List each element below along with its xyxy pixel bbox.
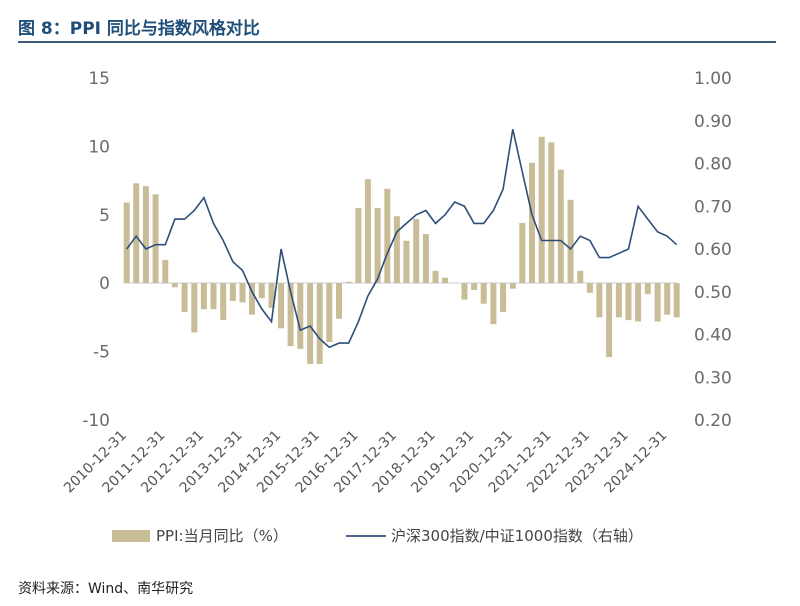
ppi-bar <box>355 208 362 284</box>
ppi-bar <box>384 188 391 284</box>
ppi-bar <box>538 136 545 284</box>
ppi-bar <box>529 162 535 284</box>
left-axis-ticks: -10 -5 0 5 10 15 <box>82 69 110 431</box>
title-divider <box>18 41 776 43</box>
right-axis-tick-label: 0.90 <box>694 112 732 132</box>
ppi-bar <box>364 179 371 284</box>
ppi-bar <box>509 283 516 289</box>
ppi-bar <box>374 208 381 284</box>
ppi-bar <box>345 281 352 284</box>
x-axis-ticks: 2010-12-312011-12-312012-12-312013-12-31… <box>61 428 670 497</box>
hs300-csi1000-ratio-line <box>126 129 678 349</box>
ppi-bar <box>152 194 159 284</box>
ppi-bar <box>336 283 342 319</box>
ppi-bar <box>403 240 410 284</box>
ppi-bar <box>490 283 497 325</box>
ppi-bar <box>432 270 439 284</box>
right-axis-tick-label: 0.30 <box>694 368 732 388</box>
ppi-bar <box>586 283 593 293</box>
left-axis-tick-label: 15 <box>88 69 110 89</box>
right-axis-tick-label: 0.40 <box>694 326 732 346</box>
right-axis-tick-label: 0.60 <box>694 240 732 260</box>
ppi-bar <box>181 283 188 312</box>
ppi-bar <box>422 234 429 284</box>
ppi-bar <box>258 283 265 299</box>
ppi-bar <box>142 186 149 284</box>
right-axis-tick-label: 0.50 <box>694 283 732 303</box>
ppi-bar <box>664 283 671 315</box>
chart-legend: PPI:当月同比（%） 沪深300指数/中证1000指数（右轴） <box>112 527 643 545</box>
right-axis-ticks: 0.20 0.30 0.40 0.50 0.60 0.70 0.80 0.90 1.00 <box>694 69 732 431</box>
ppi-bar <box>210 283 217 310</box>
left-axis-tick-label: 10 <box>88 137 110 157</box>
ppi-bar <box>200 283 207 310</box>
ppi-bar <box>577 270 584 284</box>
left-axis-tick-label: 5 <box>99 206 110 226</box>
legend-bar-swatch <box>112 530 150 542</box>
ppi-bar <box>654 283 661 322</box>
ppi-bar <box>480 283 487 304</box>
ppi-bar-series <box>123 136 680 364</box>
ppi-bar <box>171 283 178 288</box>
ppi-bar <box>162 259 169 284</box>
ppi-bar <box>229 283 236 301</box>
ppi-bar <box>393 216 400 284</box>
right-axis-tick-label: 0.20 <box>694 411 732 431</box>
legend-ppi-label: PPI:当月同比（%） <box>156 527 288 545</box>
left-axis-tick-label: -10 <box>82 411 110 431</box>
ppi-bar <box>123 202 130 284</box>
right-axis-tick-label: 0.70 <box>694 197 732 217</box>
ppi-bar <box>239 283 246 303</box>
ppi-bar <box>615 283 622 318</box>
ppi-bar <box>673 283 680 318</box>
ppi-bar <box>557 169 564 284</box>
ppi-bar <box>413 218 420 284</box>
right-axis-tick-label: 1.00 <box>694 69 732 89</box>
ppi-bar <box>461 283 468 300</box>
ppi-bar <box>442 277 448 284</box>
ppi-bar <box>567 199 574 284</box>
ppi-bar <box>519 223 526 284</box>
ppi-bar <box>635 283 642 322</box>
ppi-bar <box>471 283 478 290</box>
figure-title: 图 8：PPI 同比与指数风格对比 <box>18 19 260 39</box>
ppi-bar <box>625 283 632 321</box>
ppi-bar <box>596 283 603 318</box>
legend-ratio-label: 沪深300指数/中证1000指数（右轴） <box>391 527 643 545</box>
left-axis-tick-label: 0 <box>99 274 110 294</box>
ppi-bar <box>278 283 285 329</box>
ppi-bar <box>307 283 314 364</box>
ppi-bar <box>249 283 255 315</box>
ppi-bar <box>191 283 198 333</box>
source-note: 资料来源：Wind、南华研究 <box>18 581 194 597</box>
ppi-bar <box>500 283 507 312</box>
ppi-bar <box>287 283 294 347</box>
ppi-bar <box>548 142 555 284</box>
ppi-bar <box>133 183 140 284</box>
right-axis-tick-label: 0.80 <box>694 155 732 175</box>
ppi-bar <box>316 283 323 364</box>
ppi-bar <box>606 283 613 358</box>
ppi-bar <box>326 283 333 342</box>
ppi-bar <box>268 283 275 308</box>
ppi-bar <box>297 283 304 349</box>
ppi-bar <box>220 283 227 321</box>
left-axis-tick-label: -5 <box>93 343 110 363</box>
ppi-bar <box>644 283 651 295</box>
